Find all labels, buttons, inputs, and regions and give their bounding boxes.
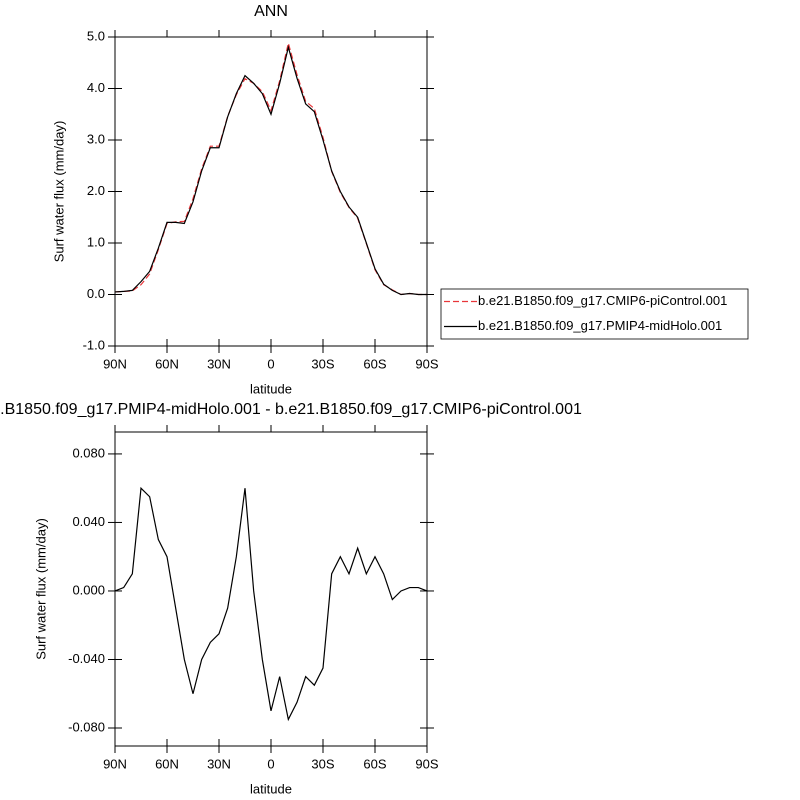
x-tick-label: 60S <box>363 356 386 371</box>
y-tick-label: 4.0 <box>87 80 105 95</box>
data-line <box>114 486 428 722</box>
y-tick-label: -0.040 <box>68 651 105 666</box>
y-tick-label: 3.0 <box>87 131 105 146</box>
plot-frame <box>114 431 428 747</box>
plot-frame <box>114 36 428 347</box>
y-tick-label: 0.000 <box>72 582 105 597</box>
legend-label: b.e21.B1850.f09_g17.CMIP6-piControl.001 <box>478 293 727 308</box>
y-tick-label: -0.080 <box>68 719 105 734</box>
y-tick-label: 2.0 <box>87 183 105 198</box>
chart-title: ANN <box>254 3 288 20</box>
legend-label: b.e21.B1850.f09_g17.PMIP4-midHolo.001 <box>478 318 722 333</box>
y-tick-label: 5.0 <box>87 28 105 43</box>
x-axis-label: latitude <box>250 781 292 796</box>
x-tick-label: 30S <box>311 356 334 371</box>
x-tick-label: 90S <box>415 756 438 771</box>
y-tick-label: 1.0 <box>87 234 105 249</box>
y-tick-label: 0.040 <box>72 514 105 529</box>
x-tick-label: 30S <box>311 756 334 771</box>
x-tick-label: 90S <box>415 356 438 371</box>
x-tick-label: 90N <box>103 756 127 771</box>
chart-title: b.e21.B1850.f09_g17.PMIP4-midHolo.001 - … <box>0 401 582 418</box>
x-tick-label: 60N <box>155 356 179 371</box>
x-tick-label: 90N <box>103 356 127 371</box>
data-line <box>114 44 427 296</box>
x-tick-label: 30N <box>207 756 231 771</box>
x-tick-label: 0 <box>267 756 274 771</box>
y-tick-label: 0.080 <box>72 445 105 460</box>
legend-box <box>440 288 749 340</box>
x-tick-label: 0 <box>267 356 274 371</box>
y-tick-label: 0.0 <box>87 286 105 301</box>
x-tick-label: 30N <box>207 356 231 371</box>
y-axis-label: Surf water flux (mm/day) <box>51 121 66 263</box>
x-tick-label: 60N <box>155 756 179 771</box>
y-tick-label: -1.0 <box>83 337 105 352</box>
x-tick-label: 60S <box>363 756 386 771</box>
x-axis-label: latitude <box>250 381 292 396</box>
y-axis-label: Surf water flux (mm/day) <box>33 518 48 660</box>
data-line <box>114 43 427 296</box>
